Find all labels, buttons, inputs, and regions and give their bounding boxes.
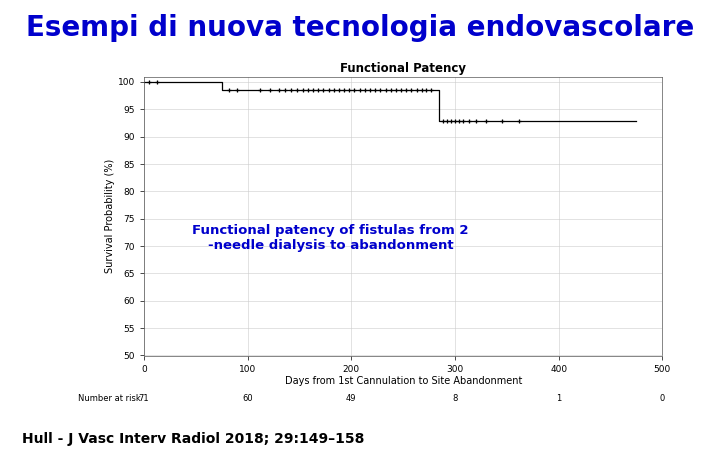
Text: Esempi di nuova tecnologia endovascolare: Esempi di nuova tecnologia endovascolare (26, 14, 694, 41)
Text: 8: 8 (452, 394, 458, 403)
Text: 60: 60 (243, 394, 253, 403)
Title: Functional Patency: Functional Patency (340, 63, 467, 75)
Text: 0: 0 (660, 394, 665, 403)
Text: 71: 71 (139, 394, 149, 403)
Text: Functional patency of fistulas from 2
-needle dialysis to abandonment: Functional patency of fistulas from 2 -n… (192, 224, 469, 252)
X-axis label: Days from 1st Cannulation to Site Abandonment: Days from 1st Cannulation to Site Abando… (284, 376, 522, 386)
Text: 49: 49 (346, 394, 356, 403)
Text: Number at risk: Number at risk (78, 394, 140, 403)
Y-axis label: Survival Probability (%): Survival Probability (%) (105, 159, 115, 273)
Text: Hull - J Vasc Interv Radiol 2018; 29:149–158: Hull - J Vasc Interv Radiol 2018; 29:149… (22, 432, 364, 446)
Text: 1: 1 (556, 394, 562, 403)
